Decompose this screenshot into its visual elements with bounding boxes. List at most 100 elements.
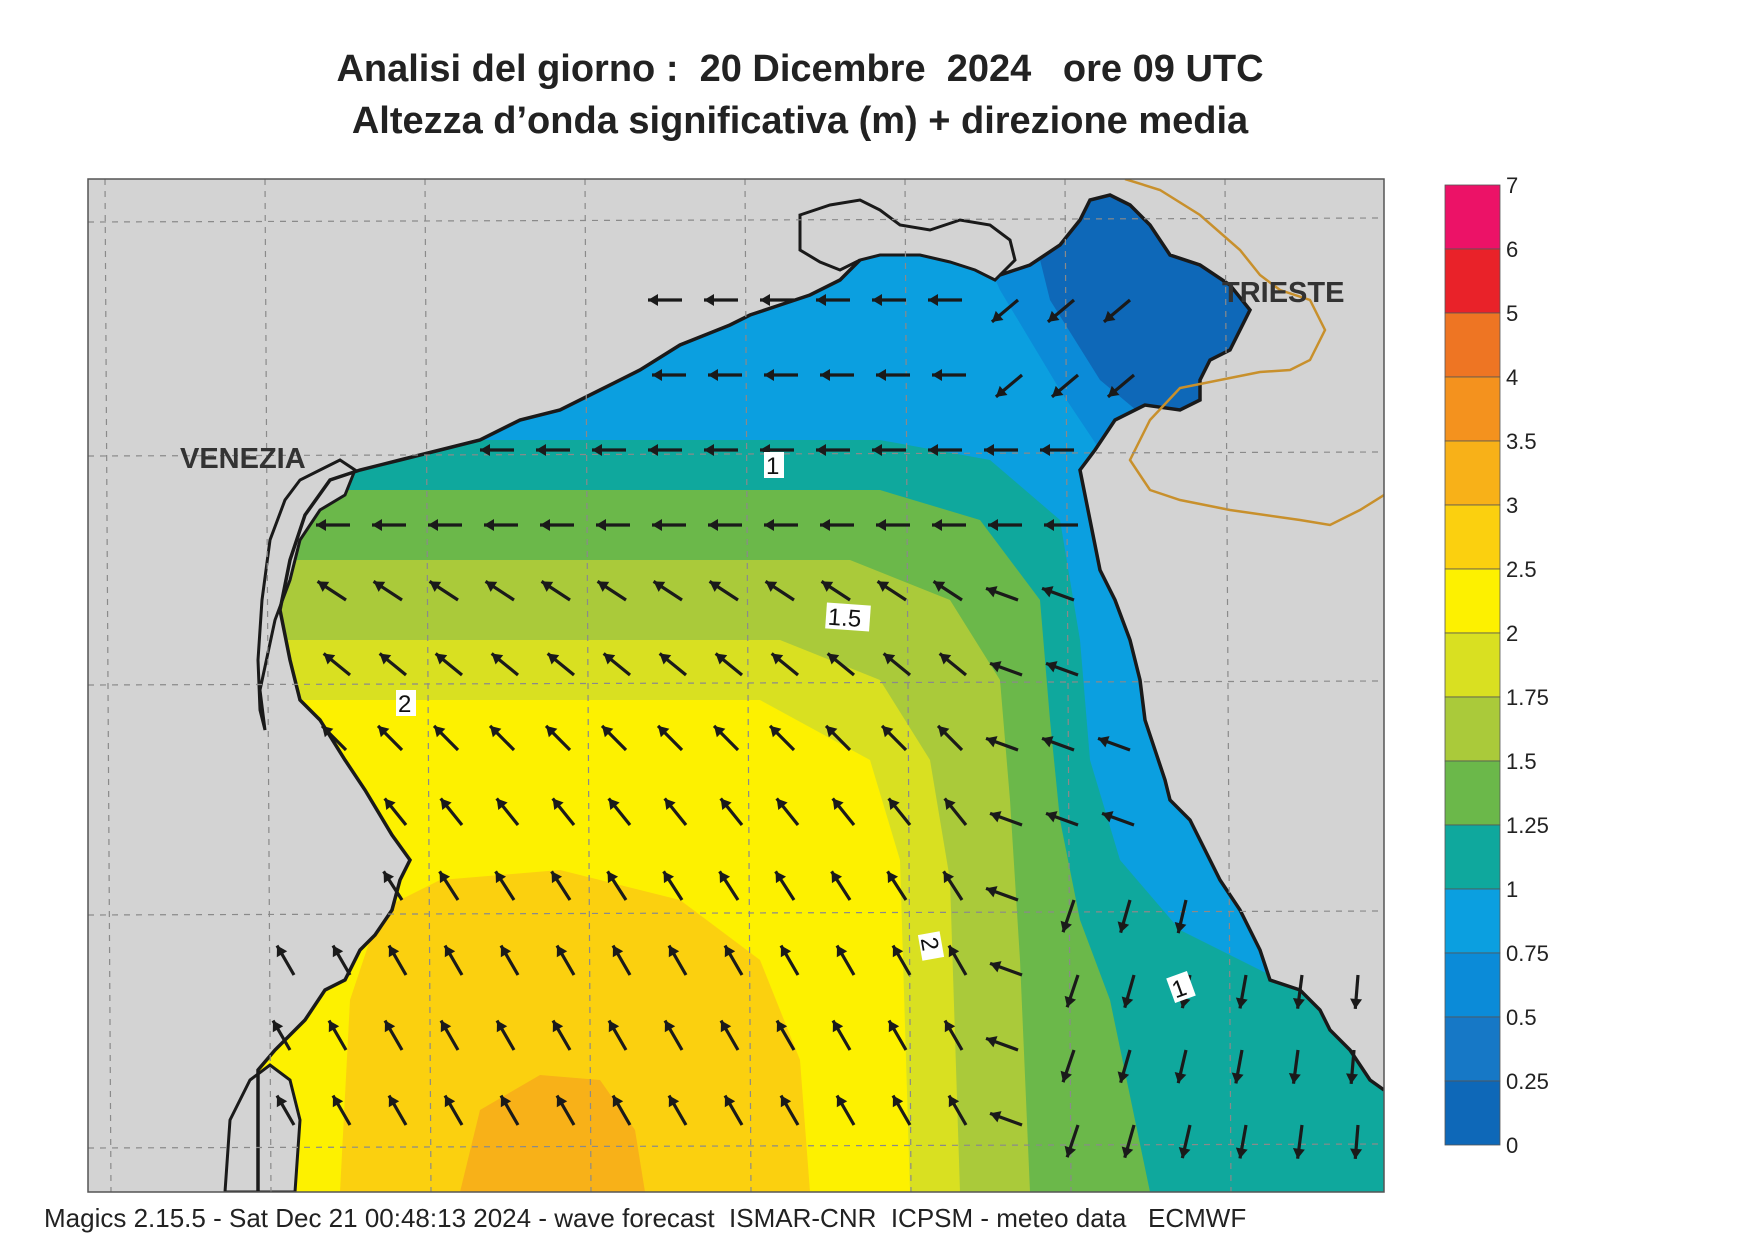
colorbar-band — [1444, 888, 1501, 954]
wave-arrow — [816, 444, 850, 456]
wave-arrow — [723, 944, 744, 976]
wave-arrow — [1117, 1049, 1132, 1084]
wave-arrow — [943, 797, 968, 827]
wave-arrow — [544, 724, 572, 752]
wave-arrow — [928, 294, 962, 306]
chart-subtitle: Altezza d’onda significativa (m) + direz… — [351, 100, 1249, 142]
wave-arrow — [704, 444, 738, 456]
wave-arrow — [820, 369, 854, 381]
wave-arrow — [816, 294, 850, 306]
wave-arrow — [994, 373, 1024, 399]
contour-label: 2 — [398, 691, 411, 718]
wave-arrow — [989, 661, 1023, 677]
wave-arrow — [555, 944, 576, 976]
wave-arrow — [663, 797, 688, 827]
wave-arrow — [372, 519, 406, 531]
wave-arrow — [714, 652, 744, 677]
wave-arrow — [835, 1094, 856, 1126]
wave-arrow — [275, 944, 296, 976]
wave-arrow — [488, 724, 516, 752]
contour-label: 2 — [915, 935, 944, 953]
wave-arrow — [316, 519, 350, 531]
wave-arrow — [990, 298, 1020, 324]
wave-arrow — [719, 797, 744, 827]
colorbar-band — [1444, 248, 1501, 314]
wave-arrow — [596, 580, 627, 602]
wave-arrow — [882, 652, 912, 677]
wave-arrow — [611, 1094, 632, 1126]
wave-arrow — [872, 294, 906, 306]
wave-arrow — [887, 1019, 908, 1051]
colorbar-band — [1444, 1080, 1501, 1146]
graticule-meridian — [424, 179, 432, 1192]
wave-arrow — [648, 444, 682, 456]
colorbar-tick-label: 1.5 — [1506, 749, 1537, 774]
land-features — [223, 198, 1017, 1192]
wave-arrow — [936, 724, 964, 752]
wave-arrow — [770, 652, 800, 677]
wave-arrow — [872, 444, 906, 456]
wave-arrow — [985, 736, 1019, 752]
wave-arrow — [499, 1094, 520, 1126]
footer-credits: Magics 2.15.5 - Sat Dec 21 00:48:13 2024… — [44, 1203, 1247, 1233]
wave-arrow — [820, 580, 851, 602]
colorbar-tick-label: 3 — [1506, 493, 1518, 518]
wave-arrow — [932, 369, 966, 381]
wave-arrow — [540, 519, 574, 531]
wave-arrow — [768, 724, 796, 752]
wave-arrow — [947, 944, 968, 976]
wave-arrow — [820, 519, 854, 531]
wave-arrow — [387, 944, 408, 976]
coastline — [256, 193, 1384, 1192]
wave-arrow — [774, 870, 796, 901]
wave-arrow — [876, 369, 910, 381]
wave-arrow — [652, 369, 686, 381]
map-frame — [87, 178, 1385, 1193]
wave-arrow — [947, 1094, 968, 1126]
wave-arrow — [988, 519, 1022, 531]
wave-arrow — [1045, 661, 1079, 677]
wave-arrow — [1350, 974, 1363, 1010]
wave-arrow — [667, 944, 688, 976]
wave-arrow — [316, 580, 347, 602]
wave-arrow — [985, 886, 1019, 902]
wave-arrow — [712, 724, 740, 752]
wave-arrow — [1046, 298, 1076, 324]
wave-direction-arrows — [271, 294, 1363, 1160]
wave-arrow — [718, 870, 740, 901]
colorbar-tick-label: 0.75 — [1506, 941, 1549, 966]
national-border — [1124, 179, 1384, 527]
wave-arrow — [495, 797, 520, 827]
wave-arrow — [656, 724, 684, 752]
wave-arrow — [723, 1094, 744, 1126]
wave-arrow — [938, 652, 968, 677]
wave-arrow — [831, 1019, 852, 1051]
wave-arrow — [989, 811, 1023, 827]
colorbar-tick-label: 1.25 — [1506, 813, 1549, 838]
wave-arrow — [480, 444, 514, 456]
wave-arrow — [383, 797, 408, 827]
graticule-parallel — [88, 217, 1384, 223]
colorbar-tick-label: 6 — [1506, 237, 1518, 262]
wave-arrow — [428, 580, 459, 602]
graticule-meridian — [264, 179, 272, 1192]
wave-arrow — [891, 944, 912, 976]
wave-arrow — [989, 961, 1023, 977]
wave-arrow — [1045, 811, 1079, 827]
wave-arrow — [372, 580, 403, 602]
wave-arrow — [989, 1111, 1023, 1127]
wave-arrow — [1117, 899, 1132, 934]
colorbar-band — [1444, 632, 1501, 698]
wave-height-field — [250, 195, 1384, 1192]
wave-arrow — [764, 369, 798, 381]
wave-arrow — [443, 1094, 464, 1126]
wave-arrow — [551, 1019, 572, 1051]
wave-arrow — [835, 944, 856, 976]
colorbar-band — [1444, 760, 1501, 826]
wave-arrow — [428, 519, 462, 531]
colorbar-band — [1444, 568, 1501, 634]
wave-arrow — [942, 870, 964, 901]
wave-arrow — [824, 724, 852, 752]
wave-arrow — [320, 724, 348, 752]
